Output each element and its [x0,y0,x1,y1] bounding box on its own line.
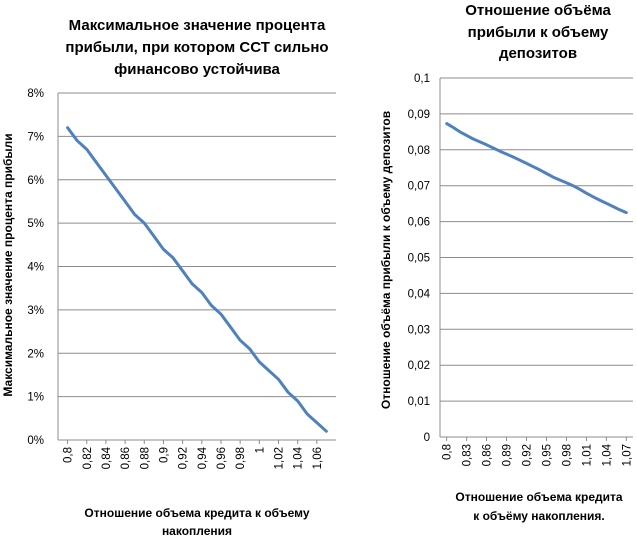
chart-1: Максимальное значение процента прибыли, п… [1,17,336,536]
y-tick-label: 0,01 [408,396,430,408]
x-tick-label: 1,06 [312,447,324,469]
y-tick-label: 2% [27,348,44,360]
y-tick-label: 0,04 [408,288,431,300]
x-tick-label: 1,02 [273,447,285,469]
y-tick-label: 0,06 [408,217,430,229]
x-tick-label: 0,82 [82,447,94,469]
x-tick-label: 0,9 [158,447,170,463]
y-tick-label: 0,09 [408,109,430,121]
y-tick-label: 0,07 [408,181,430,193]
y-tick-label: 3% [27,305,44,317]
series-line [445,122,628,215]
x-tick-label: 0,88 [139,447,151,469]
y-axis-label: Отношение объёма прибыли к объему депози… [379,111,393,409]
y-tick-label: 0% [27,435,44,447]
x-axis-label-line: Отношение объема кредита к объему [84,506,309,520]
x-tick-label: 1 [254,447,266,453]
x-tick-label: 0,83 [462,444,474,466]
x-tick-label: 0,84 [101,446,113,469]
x-tick-label: 1,07 [621,444,633,466]
x-tick-label: 0,96 [216,447,228,469]
x-axis-label-line: накопления [162,524,232,536]
x-axis-label-line: к объёму накопления. [473,509,605,523]
x-tick-label: 0,92 [178,447,190,469]
y-tick-label: 8% [27,88,44,100]
chart-title-line: Максимальное значение процента [69,17,326,34]
y-tick-label: 0 [424,432,430,444]
x-tick-label: 1,04 [293,446,305,469]
x-tick-label: 0,8 [63,447,75,463]
series-line [66,126,328,433]
x-axis-label-line: Отношение объема кредита [455,490,623,504]
x-tick-label: 0,98 [561,444,573,466]
y-tick-label: 0,05 [408,253,430,265]
x-tick-label: 1,01 [581,444,593,466]
chart-title-line: депозитов [499,45,577,62]
y-tick-label: 0,02 [408,360,430,372]
y-tick-label: 0,1 [414,73,430,85]
x-tick-label: 0,94 [197,446,209,469]
y-tick-label: 4% [27,262,44,274]
chart-title-line: прибыли к объему [468,24,609,41]
y-tick-label: 0,03 [408,324,430,336]
x-tick-label: 0,86 [482,444,494,466]
x-tick-label: 0,89 [502,444,514,466]
x-tick-label: 1,04 [601,443,613,466]
chart-title-line: финансово устойчива [114,61,280,78]
chart-title-line: Отношение объёма [465,2,611,19]
x-tick-label: 0,95 [541,444,553,466]
chart-2: Отношение объёма прибыли к объему депозито… [379,2,633,523]
x-tick-label: 0,98 [235,447,247,469]
y-tick-label: 1% [27,392,44,404]
y-tick-label: 6% [27,175,44,187]
x-tick-label: 0,86 [120,447,132,469]
x-tick-label: 0,8 [442,444,454,460]
y-axis-label: Максимальное значение процента прибыли [1,133,15,396]
y-tick-label: 0,08 [408,145,430,157]
chart-title-line: прибыли, при котором ССТ сильно [65,39,328,56]
y-tick-label: 7% [27,131,44,143]
y-tick-label: 5% [27,218,44,230]
x-tick-label: 0,92 [522,444,534,466]
